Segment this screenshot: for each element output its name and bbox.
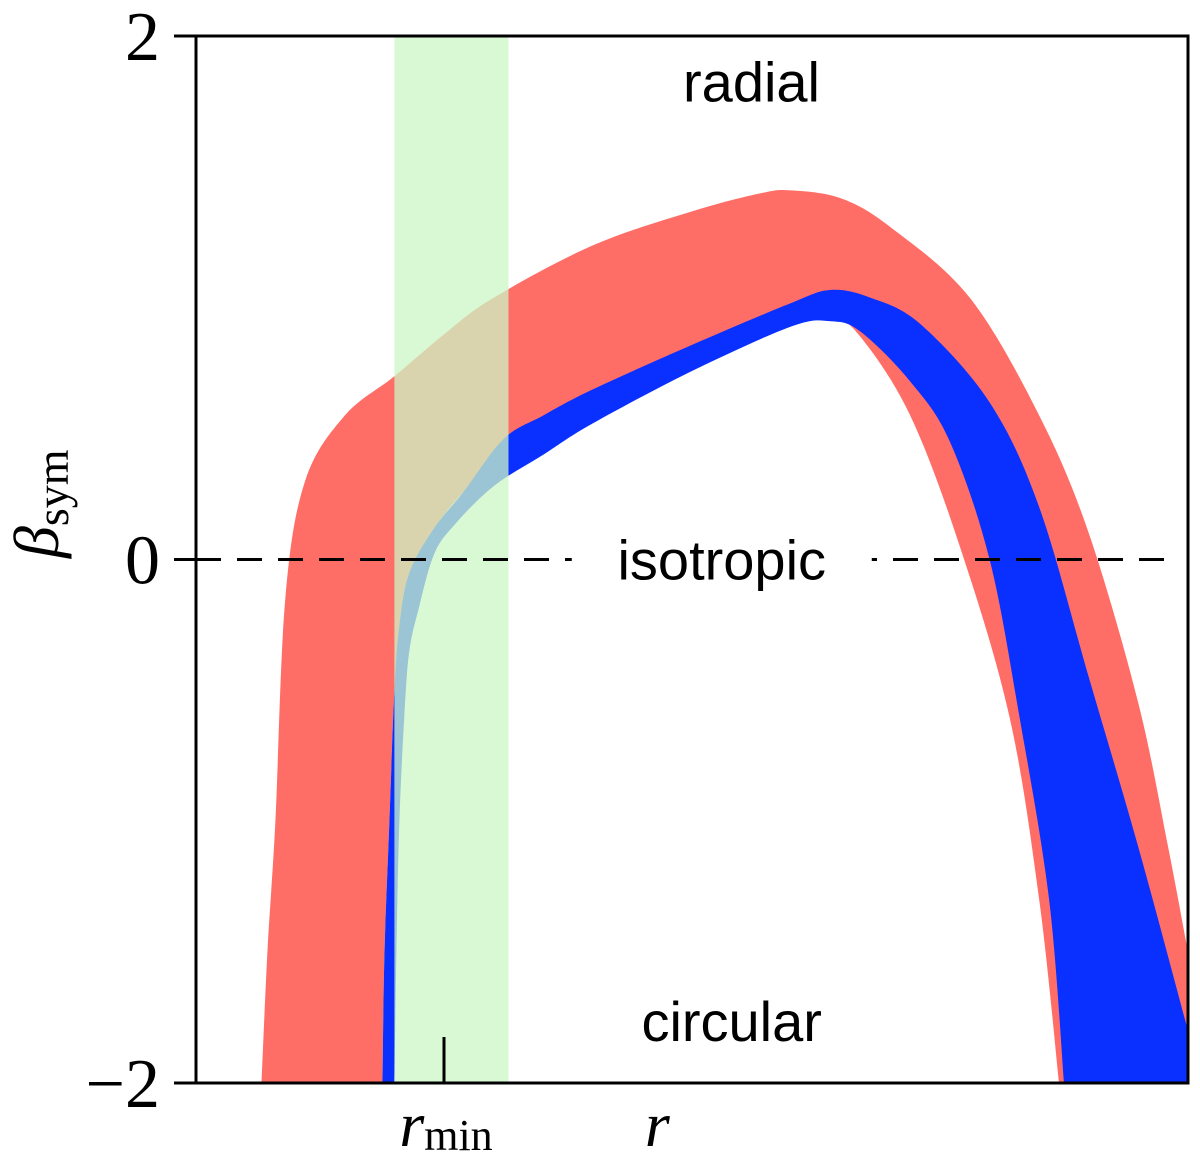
band-series-2 [382, 289, 1188, 1083]
isotropic-label: isotropic [617, 529, 826, 592]
circular-label: circular [641, 990, 821, 1053]
y-tick-label-0: 2 [125, 0, 160, 76]
y-axis-label-main: β [1, 526, 72, 560]
r-min-label-sub: min [424, 1111, 492, 1160]
radial-label: radial [683, 50, 820, 113]
isotropic-label-background [571, 527, 872, 592]
x-axis-label: r [645, 1089, 671, 1160]
y-tick-label-2: −2 [86, 1046, 160, 1123]
y-axis-ticks: 2 0 −2 [86, 0, 196, 1123]
y-tick-label-1: 0 [125, 523, 160, 600]
r-min-label: rmin [399, 1089, 492, 1160]
r-min-label-main: r [399, 1089, 425, 1160]
y-axis-label-sub: sym [27, 449, 78, 526]
y-axis-label: βsym [1, 449, 78, 560]
